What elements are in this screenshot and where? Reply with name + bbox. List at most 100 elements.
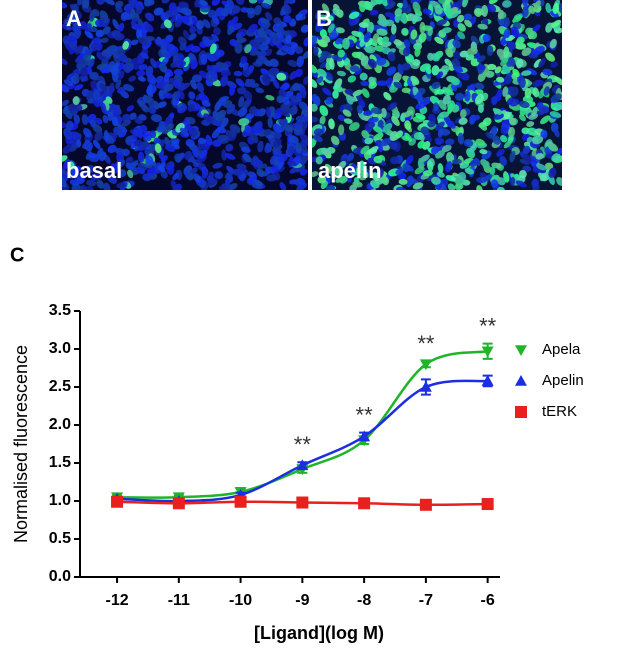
- cell: [509, 98, 520, 107]
- cell: [288, 145, 295, 156]
- cell: [265, 11, 273, 21]
- cell: [457, 132, 464, 145]
- cell: [458, 117, 468, 125]
- cell: [282, 82, 290, 90]
- cell: [361, 130, 370, 139]
- cell: [503, 111, 511, 120]
- cell: [210, 51, 221, 62]
- cell: [496, 88, 503, 98]
- cell: [122, 63, 131, 74]
- cell: [536, 163, 547, 171]
- cell: [404, 132, 413, 142]
- marker: [234, 495, 247, 508]
- cell: [294, 120, 303, 129]
- cell: [545, 2, 551, 13]
- x-tick-label: -12: [105, 592, 128, 609]
- cell: [117, 53, 128, 63]
- cell: [422, 170, 433, 177]
- cell: [64, 129, 72, 139]
- cell: [235, 0, 245, 6]
- cell: [65, 120, 74, 132]
- cell: [412, 182, 424, 190]
- cell: [441, 65, 450, 74]
- y-tick-label: 1.0: [49, 492, 71, 509]
- cell: [205, 134, 213, 146]
- cell: [107, 144, 117, 154]
- cell: [115, 0, 124, 9]
- cell: [111, 116, 119, 127]
- cell: [359, 72, 368, 81]
- cell: [190, 45, 201, 53]
- cell: [502, 0, 512, 8]
- cell: [179, 43, 187, 51]
- cell: [150, 58, 157, 69]
- cell: [99, 83, 108, 92]
- cell: [477, 71, 486, 82]
- cell: [509, 150, 516, 163]
- cell: [490, 125, 498, 136]
- cell: [325, 184, 335, 190]
- cell: [458, 172, 467, 181]
- cell: [247, 171, 256, 178]
- cell: [315, 22, 324, 33]
- cell: [477, 104, 484, 113]
- cell: [532, 79, 544, 87]
- cell: [123, 84, 135, 92]
- cell: [240, 146, 251, 153]
- cell: [171, 50, 179, 60]
- cell: [507, 41, 516, 50]
- cell: [518, 100, 530, 109]
- cell: [63, 18, 72, 25]
- cell: [229, 39, 238, 47]
- cell: [315, 156, 323, 165]
- cell: [522, 145, 531, 155]
- cell: [313, 134, 323, 143]
- cell: [252, 159, 263, 168]
- cell: [320, 50, 332, 59]
- cell: [312, 63, 318, 74]
- cell: [163, 19, 172, 29]
- cell: [463, 13, 473, 21]
- cell: [174, 153, 182, 163]
- cell: [531, 24, 541, 33]
- cell: [92, 9, 100, 17]
- cell: [125, 156, 134, 165]
- cell: [433, 102, 439, 112]
- y-tick-label: 3.5: [49, 302, 71, 319]
- cell: [277, 31, 285, 43]
- cell: [337, 114, 346, 122]
- marker: [481, 374, 494, 386]
- cell: [321, 3, 330, 14]
- cell: [373, 155, 383, 164]
- x-tick-label: -10: [229, 592, 252, 609]
- cell: [393, 39, 403, 46]
- cell: [380, 0, 388, 7]
- cell: [249, 50, 261, 56]
- cell: [508, 126, 516, 138]
- cell: [188, 91, 196, 100]
- cell: [245, 112, 254, 120]
- cell: [273, 138, 282, 148]
- cell: [359, 168, 369, 179]
- panel-caption: apelin: [318, 158, 382, 183]
- cell: [186, 123, 193, 132]
- legend-label: tERK: [542, 403, 577, 420]
- cell: [82, 141, 91, 149]
- cell: [84, 30, 94, 39]
- cell: [489, 166, 496, 177]
- annotation: **: [479, 313, 497, 338]
- cell: [490, 179, 499, 188]
- cell: [220, 117, 229, 128]
- cell: [501, 66, 511, 74]
- cell: [267, 117, 273, 128]
- cell: [392, 72, 402, 83]
- cell: [359, 3, 366, 13]
- cell: [199, 150, 208, 159]
- cell: [445, 6, 453, 19]
- cell: [477, 64, 486, 71]
- cell: [90, 119, 97, 128]
- cell: [277, 153, 288, 163]
- cell: [271, 164, 279, 173]
- cell: [335, 175, 347, 183]
- cell: [116, 182, 127, 189]
